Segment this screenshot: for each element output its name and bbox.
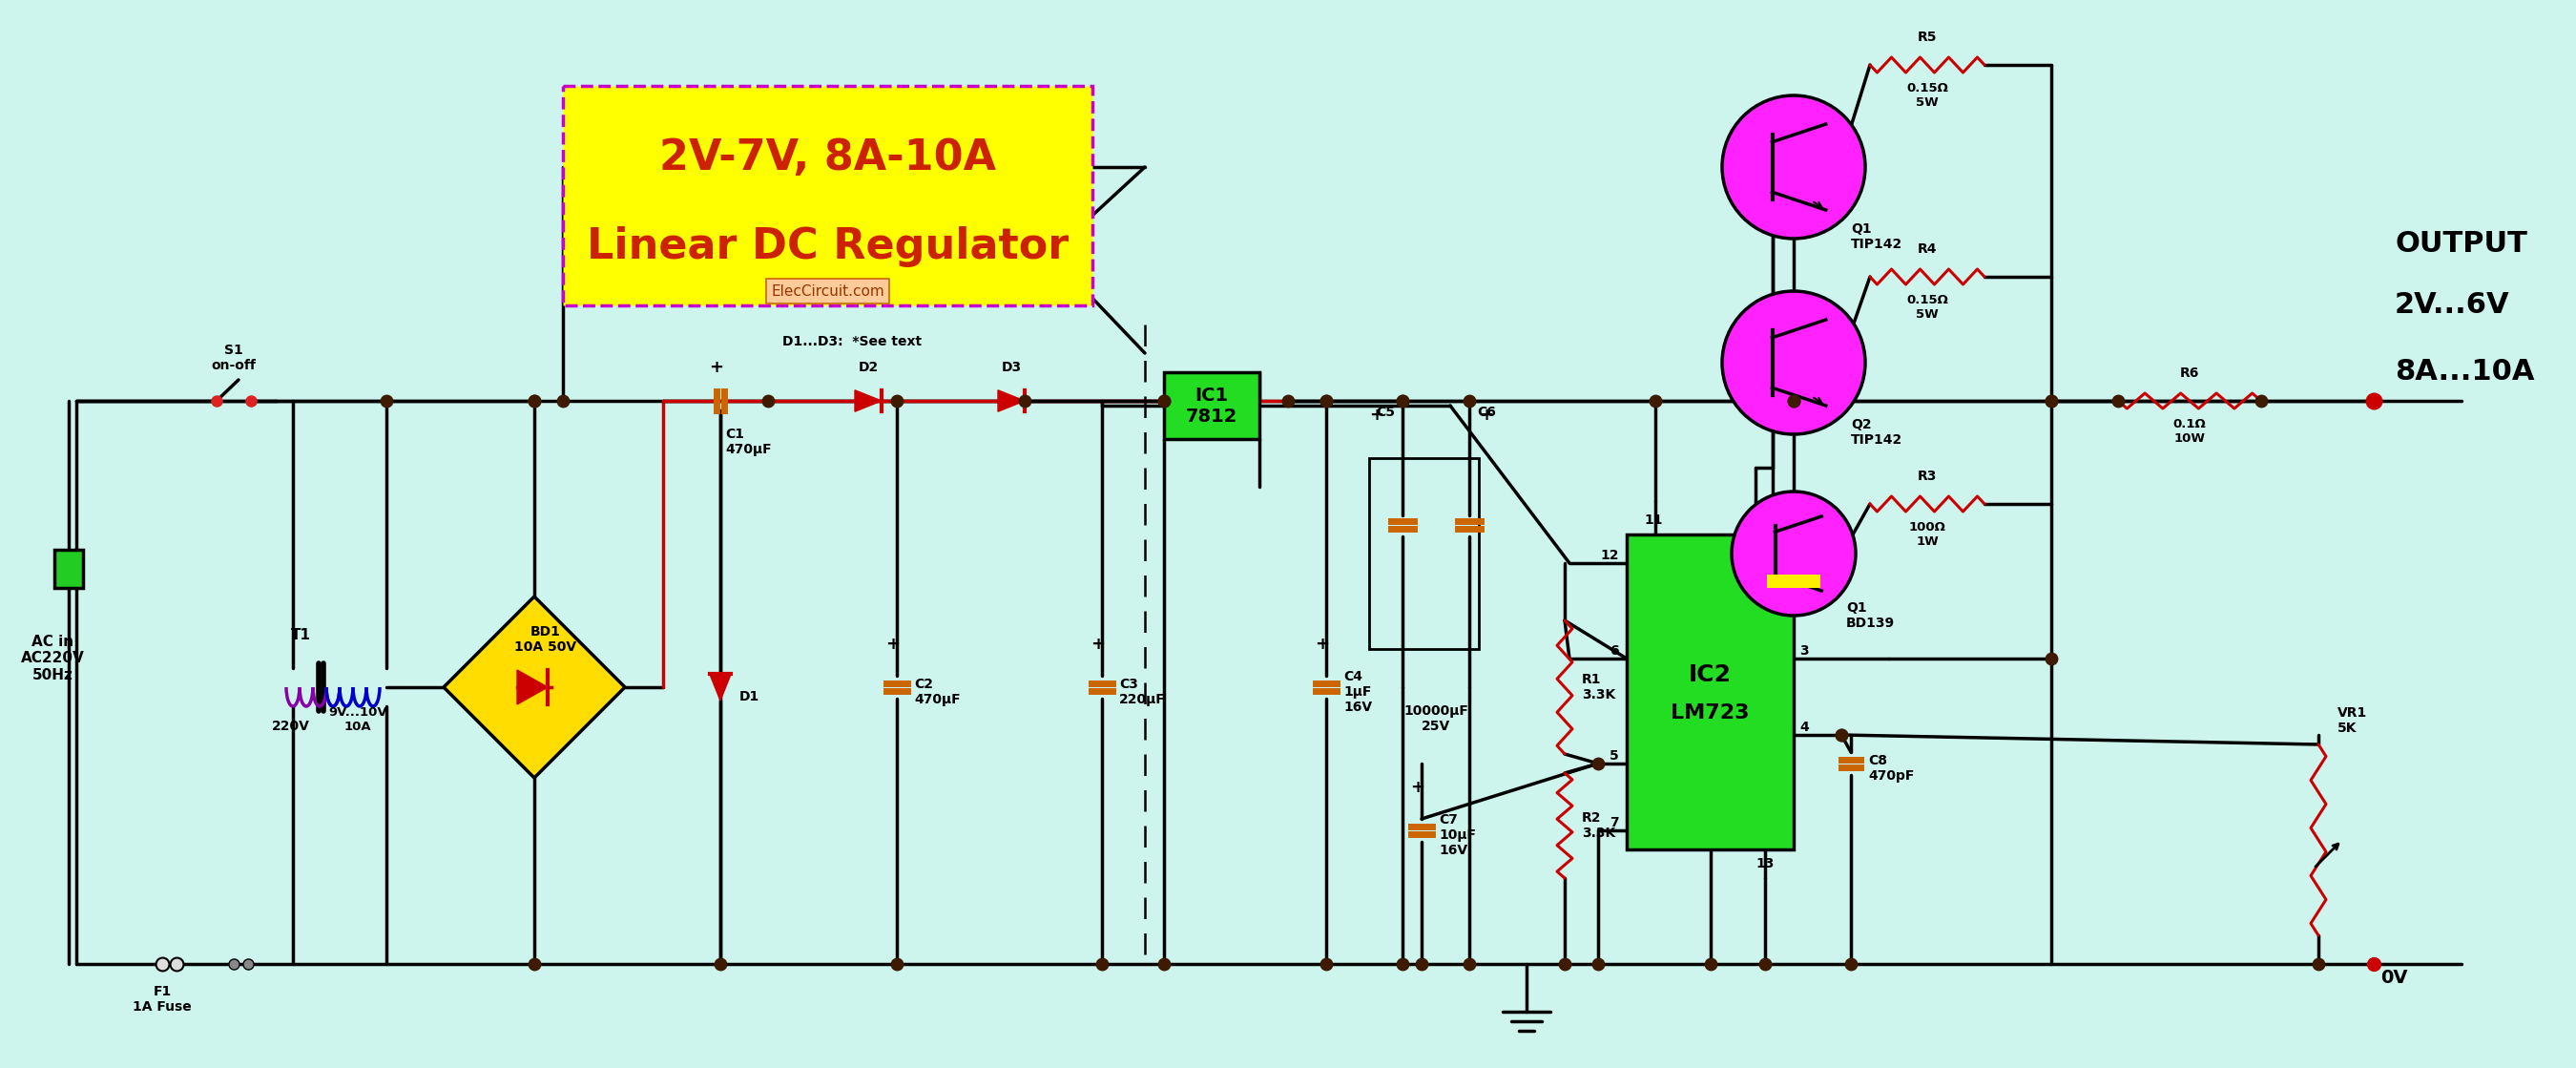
Polygon shape [997,390,1025,411]
Text: S1
on-off: S1 on-off [211,344,255,373]
Text: BD1
10A 50V: BD1 10A 50V [515,625,577,654]
Text: R5: R5 [1917,31,1937,44]
Bar [1368,458,1479,649]
Text: 0.1Ω
10W: 0.1Ω 10W [2174,418,2205,444]
Text: 3: 3 [1801,644,1808,658]
Text: +: + [1479,407,1494,424]
FancyBboxPatch shape [564,85,1092,305]
Text: 2V-7V, 8A-10A: 2V-7V, 8A-10A [659,137,997,178]
Text: C5: C5 [1376,406,1394,419]
Text: C4
1μF
16V: C4 1μF 16V [1342,670,1373,714]
Text: 13: 13 [1757,858,1775,870]
Text: Q2
TIP142: Q2 TIP142 [1852,418,1904,446]
Text: ElecCircuit.com: ElecCircuit.com [770,284,884,298]
Text: +: + [1412,779,1425,796]
Text: C7
10μF
16V: C7 10μF 16V [1440,813,1476,858]
Text: 0.15Ω
5W: 0.15Ω 5W [1906,82,1947,109]
Text: 11: 11 [1643,514,1662,527]
Text: 9V...10V
10A: 9V...10V 10A [327,706,386,733]
Text: LM723: LM723 [1672,704,1749,722]
Text: 100Ω
1W: 100Ω 1W [1909,521,1945,548]
Text: R6: R6 [2179,366,2200,380]
Text: T1: T1 [291,628,312,642]
Text: 4: 4 [1801,721,1808,734]
Polygon shape [1036,256,1064,278]
Circle shape [1723,292,1865,435]
Text: Q1
TIP142: Q1 TIP142 [1852,222,1904,251]
Text: D1: D1 [739,690,760,704]
Text: 220V: 220V [273,720,309,733]
Polygon shape [443,597,626,778]
Text: 10000μF
25V: 10000μF 25V [1404,705,1468,734]
Bar [1164,373,1260,439]
Polygon shape [855,390,881,411]
Bar [1625,534,1793,849]
Text: R4: R4 [1917,242,1937,255]
Text: 5: 5 [1610,750,1620,763]
Text: 10: 10 [1744,514,1762,527]
Text: 8A...10A: 8A...10A [2396,359,2535,386]
Text: R2
3.3K: R2 3.3K [1582,812,1615,841]
Text: 0.15Ω
5W: 0.15Ω 5W [1906,294,1947,320]
Text: +: + [708,359,724,376]
Polygon shape [518,670,549,705]
Text: D1...D3:  *See text: D1...D3: *See text [783,335,922,348]
Text: R1
3.3K: R1 3.3K [1582,673,1615,702]
Polygon shape [708,674,732,701]
Bar [1767,575,1821,587]
Text: Linear DC Regulator: Linear DC Regulator [587,225,1069,267]
Bar [54,550,82,587]
Text: OUTPUT: OUTPUT [2396,230,2527,257]
Text: 7: 7 [1610,816,1620,830]
Text: C8
470pF: C8 470pF [1868,754,1914,783]
Text: C1
470μF: C1 470μF [724,427,770,456]
Circle shape [1731,491,1855,615]
Text: F1
1A Fuse: F1 1A Fuse [134,985,191,1014]
Text: IC1
7812: IC1 7812 [1185,386,1236,425]
Text: +: + [1092,635,1105,653]
Text: 12: 12 [1600,549,1620,562]
Text: AC in
AC220V
50Hz: AC in AC220V 50Hz [21,634,85,682]
Text: C2
470μF: C2 470μF [914,677,961,706]
Text: 2: 2 [1801,549,1808,562]
Text: D2: D2 [858,361,878,374]
Text: 2V...6V: 2V...6V [2396,292,2509,319]
Text: IC2: IC2 [1690,663,1731,687]
Text: C6: C6 [1476,406,1497,419]
Text: C3
220μF: C3 220μF [1118,677,1164,706]
Text: 0V: 0V [2380,969,2409,987]
Text: 6: 6 [1610,644,1620,658]
Text: D3: D3 [1002,361,1023,374]
Text: +: + [886,635,899,653]
Text: R3: R3 [1917,470,1937,483]
Circle shape [1723,95,1865,238]
Text: +: + [1316,635,1329,653]
Text: D3: D3 [1069,230,1090,244]
Text: +: + [1368,407,1383,424]
Text: Q1
BD139: Q1 BD139 [1847,601,1896,630]
Text: VR1
5K: VR1 5K [2336,706,2367,735]
